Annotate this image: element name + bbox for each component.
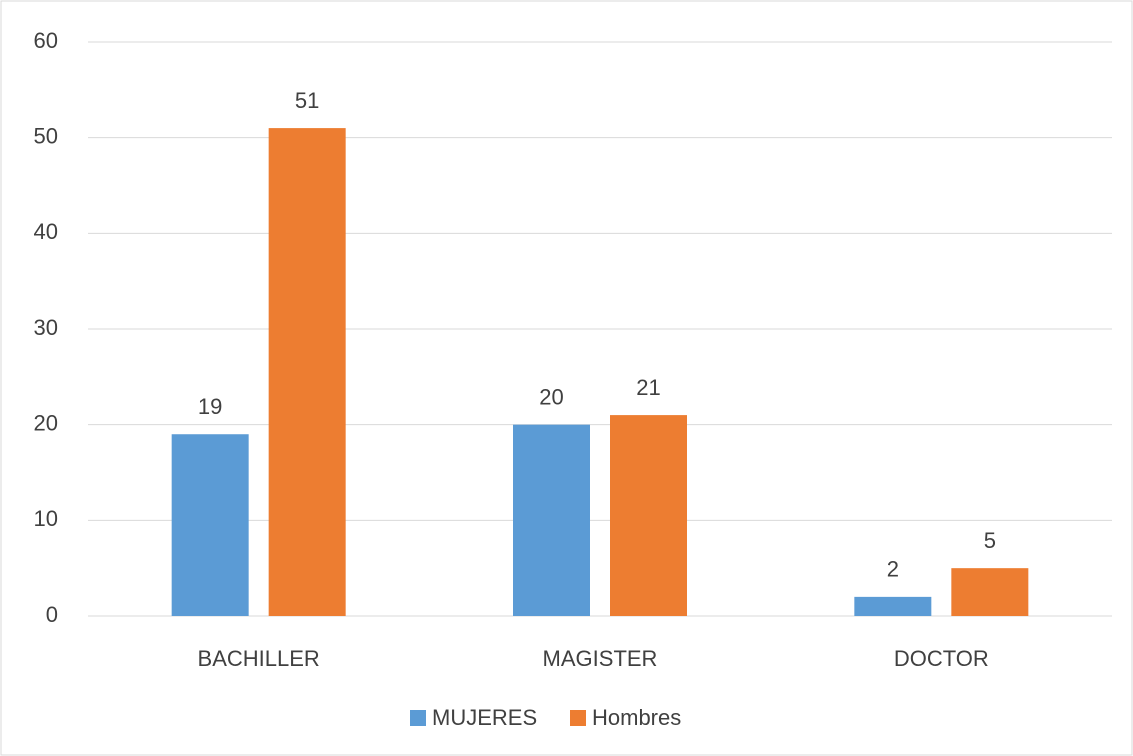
data-label: 51 (295, 88, 319, 113)
x-tick-label: MAGISTER (543, 646, 658, 671)
y-tick-label: 30 (34, 315, 58, 340)
legend-label: MUJERES (432, 705, 537, 730)
data-label: 20 (539, 384, 563, 409)
bar (610, 415, 687, 616)
legend-label: Hombres (592, 705, 681, 730)
data-label: 21 (636, 375, 660, 400)
y-tick-label: 60 (34, 28, 58, 53)
y-tick-label: 20 (34, 410, 58, 435)
y-tick-label: 10 (34, 506, 58, 531)
legend-swatch (410, 710, 426, 726)
y-tick-label: 40 (34, 219, 58, 244)
y-tick-label: 50 (34, 123, 58, 148)
legend-swatch (570, 710, 586, 726)
y-tick-label: 0 (46, 602, 58, 627)
x-tick-label: DOCTOR (894, 646, 989, 671)
bar (268, 128, 346, 616)
data-label: 19 (198, 394, 222, 419)
bar (951, 568, 1029, 616)
data-label: 5 (984, 528, 996, 553)
bar (854, 596, 932, 616)
data-label: 2 (887, 557, 899, 582)
bar (171, 434, 249, 616)
x-tick-label: BACHILLER (198, 646, 320, 671)
bar (513, 424, 590, 616)
